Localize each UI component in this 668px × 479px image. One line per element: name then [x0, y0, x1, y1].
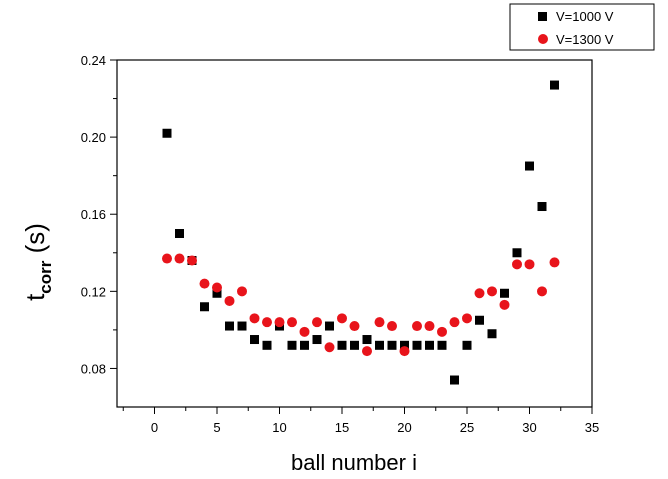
- x-tick-label: 5: [213, 420, 220, 435]
- data-points: [162, 80, 560, 385]
- x-tick-label: 25: [460, 420, 474, 435]
- series-1-point: [337, 340, 347, 350]
- series-2-point: [312, 317, 322, 328]
- x-tick-label: 0: [151, 420, 158, 435]
- series-1-point: [462, 340, 472, 350]
- series-1-point: [512, 248, 522, 258]
- plot-area: [116, 59, 593, 408]
- legend-marker-series-2: [538, 34, 548, 44]
- series-1-point: [287, 340, 297, 350]
- series-1-point: [400, 340, 409, 350]
- series-2-point: [237, 286, 247, 297]
- x-axis-title: ball number i: [291, 450, 417, 475]
- series-1-point: [537, 202, 547, 212]
- series-2-point: [174, 253, 185, 264]
- x-tick-label: 35: [585, 420, 599, 435]
- series-2-point: [299, 326, 310, 337]
- x-axis-ticks: 0 5 10 15 20 25 30 35: [122, 407, 599, 435]
- y-tick-label: 0.24: [81, 53, 106, 68]
- x-tick-label: 10: [272, 420, 286, 435]
- series-2-point: [399, 346, 410, 357]
- y-tick-label: 0.16: [81, 207, 106, 222]
- series-2-point: [412, 321, 422, 332]
- series-2-point: [249, 313, 260, 324]
- x-tick-label: 15: [335, 420, 349, 435]
- series-2-point: [212, 282, 222, 293]
- legend: V=1000 V V=1300 V: [509, 3, 655, 51]
- series-2-point: [437, 326, 447, 337]
- series-1-point: [175, 229, 184, 238]
- series-2-point: [162, 253, 172, 264]
- series-1-point: [225, 321, 234, 331]
- series-2-point: [499, 299, 510, 310]
- y-tick-label: 0.12: [81, 284, 106, 299]
- series-1-point: [262, 340, 272, 350]
- series-2-point: [512, 259, 522, 270]
- series-2-point: [187, 255, 197, 266]
- series-1-point: [300, 340, 309, 350]
- series-1-point: [237, 321, 247, 331]
- series-1-point: [325, 321, 334, 331]
- series-1-point: [437, 340, 447, 350]
- series-2-point: [387, 321, 397, 332]
- series-2-point: [474, 288, 485, 299]
- series-1-point: [162, 128, 172, 138]
- legend-label-series-2: V=1300 V: [556, 32, 614, 47]
- series-1-point: [350, 340, 359, 350]
- y-axis-ticks: 0.08 0.12 0.16 0.20 0.24: [81, 53, 117, 376]
- series-1-point: [312, 335, 322, 345]
- series-2-point: [374, 317, 385, 328]
- series-2-point: [324, 342, 335, 353]
- series-2-point: [199, 278, 210, 289]
- series-2-point: [487, 286, 497, 297]
- y-tick-label: 0.20: [81, 130, 106, 145]
- series-1-point: [425, 340, 434, 350]
- x-tick-label: 20: [397, 420, 411, 435]
- series-2-point: [462, 313, 472, 324]
- x-tick-label: 30: [522, 420, 536, 435]
- series-2-point: [224, 295, 235, 306]
- series-1-point: [525, 161, 534, 171]
- series-1-point: [375, 340, 384, 350]
- series-2-point: [449, 317, 460, 328]
- series-2-point: [337, 313, 347, 324]
- series-2-point: [537, 286, 547, 297]
- series-2-point: [424, 321, 435, 332]
- series-1-point: [362, 335, 372, 345]
- series-2-point: [349, 321, 360, 332]
- series-1-point: [387, 340, 397, 350]
- series-1-point: [487, 329, 497, 339]
- series-2-point: [362, 346, 372, 357]
- series-1-point: [475, 315, 484, 325]
- y-axis-title-unit: (s): [20, 223, 50, 261]
- legend-marker-series-1: [538, 12, 547, 21]
- y-axis-title-subscript: corr: [36, 260, 55, 293]
- series-2-point: [549, 257, 560, 268]
- series-2-point: [274, 317, 285, 328]
- series-1-point: [412, 340, 422, 350]
- series-1-point: [250, 335, 259, 345]
- series-2-point: [524, 259, 535, 270]
- series-2-point: [287, 317, 297, 328]
- series-1-point: [450, 375, 459, 385]
- legend-label-series-1: V=1000 V: [556, 9, 614, 24]
- series-2-point: [262, 317, 272, 328]
- series-1-point: [200, 302, 209, 312]
- y-axis-title: tcorr (s): [20, 223, 55, 301]
- series-1-point: [550, 80, 559, 90]
- series-1-point: [212, 288, 222, 298]
- series-1-point: [500, 288, 509, 298]
- y-tick-label: 0.08: [81, 361, 106, 376]
- legend-box: [509, 3, 655, 51]
